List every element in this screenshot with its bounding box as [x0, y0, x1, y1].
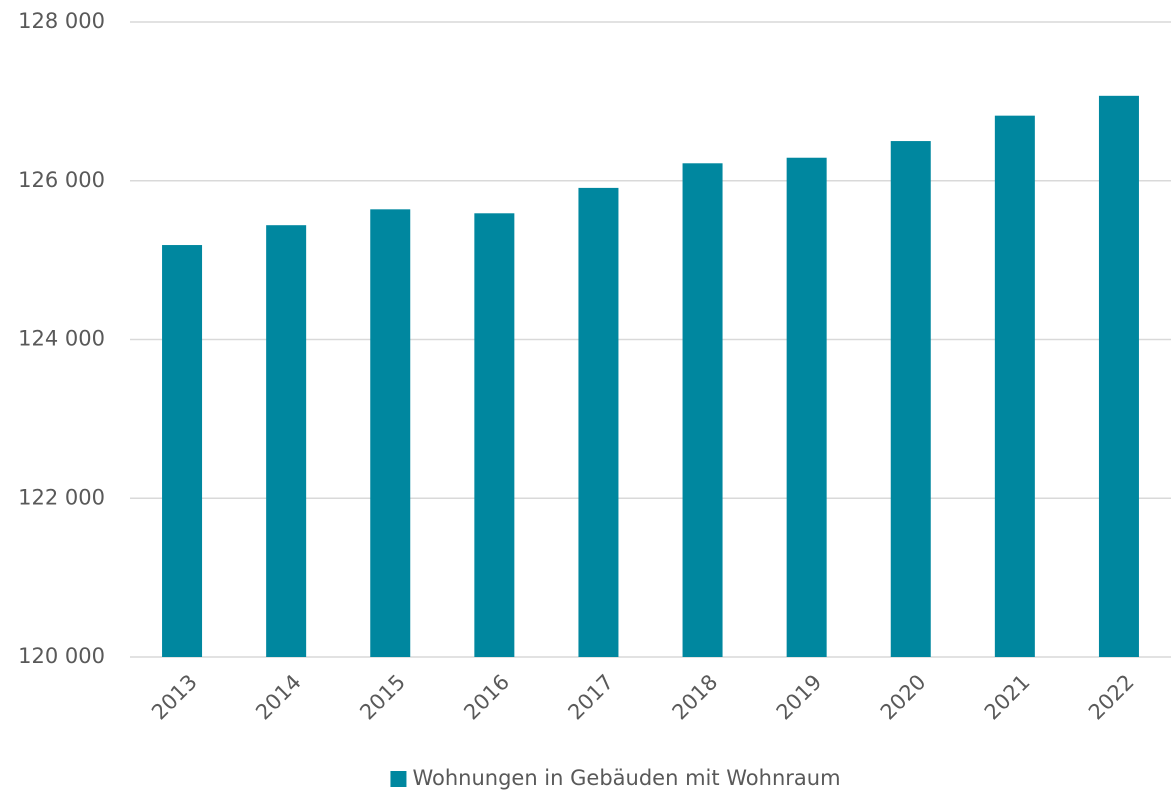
bar [1098, 95, 1139, 658]
x-tick-label: 2017 [563, 670, 618, 725]
bar [786, 157, 827, 657]
bar [266, 225, 307, 657]
x-tick-label: 2021 [980, 670, 1035, 725]
y-tick-label: 122 000 [18, 485, 105, 509]
y-tick-label: 124 000 [18, 327, 105, 351]
bar [370, 209, 411, 657]
bar [578, 187, 619, 658]
bar [994, 115, 1035, 658]
bar [890, 141, 931, 657]
x-tick-label: 2014 [251, 670, 306, 725]
x-tick-label: 2018 [668, 670, 723, 725]
y-tick-label: 120 000 [18, 644, 105, 668]
x-tick-label: 2015 [355, 670, 410, 725]
legend-swatch [390, 771, 407, 787]
legend-label: Wohnungen in Gebäuden mit Wohnraum [412, 766, 840, 790]
x-tick-label: 2016 [459, 670, 514, 725]
y-tick-label: 128 000 [18, 9, 105, 33]
y-tick-label: 126 000 [18, 168, 105, 192]
x-tick-label: 2019 [772, 670, 827, 725]
x-tick-label: 2020 [876, 670, 931, 725]
x-tick-label: 2013 [147, 670, 202, 725]
bar [162, 245, 203, 657]
bar [474, 213, 515, 657]
x-tick-label: 2022 [1084, 670, 1139, 725]
bar [682, 163, 723, 657]
